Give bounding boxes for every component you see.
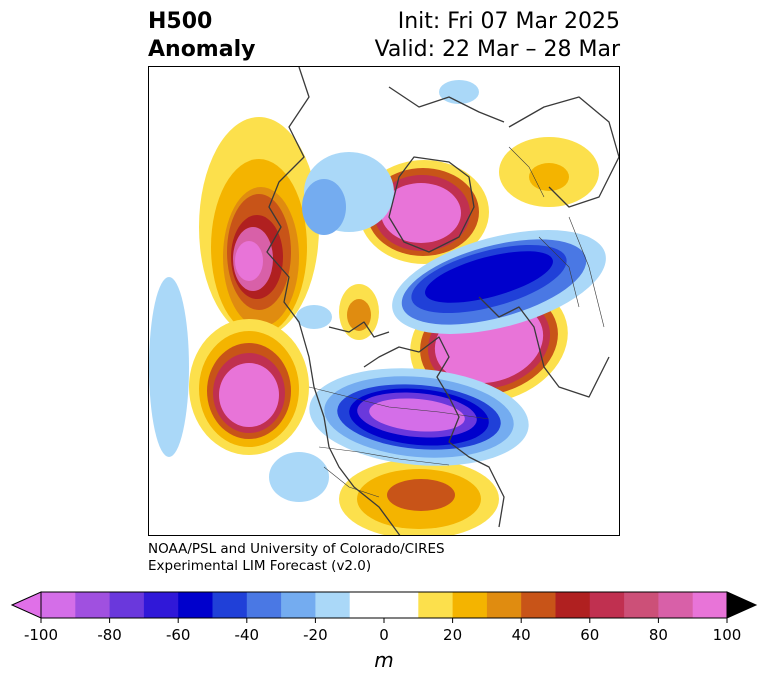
colorbar-segment	[315, 592, 351, 618]
colorbar-tick-label: 60	[580, 626, 599, 644]
colorbar-segment	[624, 592, 659, 618]
colorbar-tick-label: 0	[379, 626, 389, 644]
colorbar-ticks: -100 -80 -60 -40 -20 0 20 40 60 80 100	[24, 618, 741, 644]
colorbar-tick-label: 40	[512, 626, 531, 644]
colorbar-tick-label: -40	[235, 626, 260, 644]
colorbar-segment	[692, 592, 728, 618]
colorbar-segment	[486, 592, 522, 618]
colorbar-tick-label: -100	[24, 626, 58, 644]
colorbar-segment	[178, 592, 213, 618]
anomaly-negative-light	[149, 80, 479, 502]
title-field: Anomaly	[148, 37, 256, 62]
title-variable: H500	[148, 9, 213, 34]
forecast-dates: Init: Fri 07 Mar 2025 Valid: 22 Mar – 28…	[375, 8, 620, 64]
anomaly-map-svg	[149, 67, 619, 535]
colorbar-segment	[418, 592, 454, 618]
colorbar-segment	[281, 592, 316, 618]
anomaly-negative-north	[392, 230, 606, 334]
colorbar-segment	[452, 592, 488, 618]
valid-range: Valid: 22 Mar – 28 Mar	[374, 37, 620, 62]
map-title: H500 Anomaly	[148, 8, 255, 64]
init-date: Init: Fri 07 Mar 2025	[397, 9, 620, 34]
colorbar-segment	[246, 592, 282, 618]
colorbar-segments	[41, 592, 728, 618]
anomaly-positive-northeast	[499, 137, 599, 207]
colorbar-unit: m	[374, 648, 394, 672]
colorbar-tick-label: 20	[443, 626, 462, 644]
colorbar-segment	[555, 592, 591, 618]
source-credit: NOAA/PSL and University of Colorado/CIRE…	[148, 541, 445, 575]
coastlines	[266, 67, 619, 535]
colorbar-tick-label: 100	[713, 626, 742, 644]
colorbar-tick-label: -60	[166, 626, 191, 644]
colorbar-tick-label: 80	[649, 626, 668, 644]
colorbar-segment	[658, 592, 694, 618]
credit-line-2: Experimental LIM Forecast (v2.0)	[148, 558, 372, 574]
colorbar-segment	[384, 592, 419, 618]
colorbar-extend-low	[10, 591, 42, 619]
colorbar-segment	[75, 592, 111, 618]
anomaly-positive-south	[339, 459, 499, 535]
colorbar: -100 -80 -60 -40 -20 0 20 40 60 80 100	[10, 591, 758, 644]
anomaly-positive-pacific	[189, 319, 309, 455]
colorbar-segment	[212, 592, 248, 618]
colorbar-tick-label: -80	[97, 626, 122, 644]
colorbar-segment	[143, 592, 179, 618]
colorbar-extend-high	[726, 591, 758, 619]
credit-line-1: NOAA/PSL and University of Colorado/CIRE…	[148, 541, 445, 557]
anomaly-map	[148, 66, 620, 536]
anomaly-negative-central	[309, 368, 529, 466]
colorbar-segment	[589, 592, 625, 618]
colorbar-tick-label: -20	[303, 626, 328, 644]
colorbar-segment	[41, 592, 76, 618]
colorbar-segment	[349, 592, 385, 618]
political-borders	[308, 146, 605, 498]
colorbar-segment	[521, 592, 556, 618]
colorbar-segment	[109, 592, 145, 618]
